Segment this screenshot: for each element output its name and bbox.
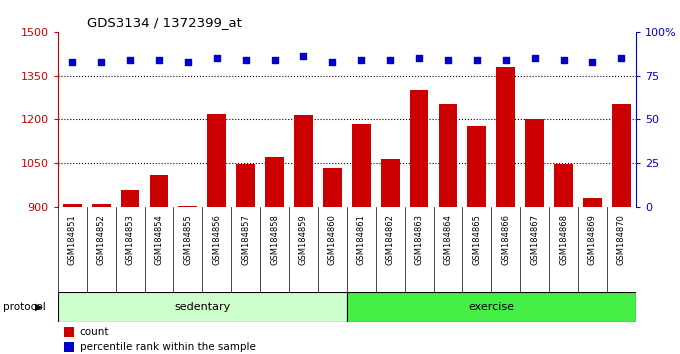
Text: GSM184853: GSM184853 (126, 214, 135, 265)
Text: GSM184856: GSM184856 (212, 214, 221, 265)
Bar (554, 164, 573, 207)
Point (67, 59, 78, 64)
Bar (150, 175, 169, 207)
Text: exercise: exercise (469, 302, 514, 312)
Text: GSM184870: GSM184870 (617, 214, 626, 265)
Bar (467, 126, 486, 207)
Text: GSM184857: GSM184857 (241, 214, 250, 265)
Bar (583, 198, 602, 207)
Point (413, 55, 424, 61)
Bar (207, 114, 226, 207)
Text: sedentary: sedentary (174, 302, 231, 312)
Point (269, 57, 280, 63)
Point (500, 57, 511, 63)
Text: GSM184863: GSM184863 (415, 214, 424, 265)
Point (96, 59, 107, 64)
Bar (352, 125, 371, 207)
Text: GSM184854: GSM184854 (154, 214, 163, 265)
Text: GSM184865: GSM184865 (473, 214, 481, 265)
Text: GSM184861: GSM184861 (357, 214, 366, 265)
Point (471, 57, 482, 63)
Bar (63, 204, 82, 207)
Text: GSM184851: GSM184851 (68, 214, 77, 265)
Bar (236, 164, 255, 207)
Point (211, 55, 222, 61)
Bar (64, 327, 74, 337)
Text: percentile rank within the sample: percentile rank within the sample (80, 342, 256, 352)
Text: GSM184866: GSM184866 (501, 214, 510, 265)
Text: count: count (80, 327, 109, 337)
Text: GSM184867: GSM184867 (530, 214, 539, 265)
Bar (178, 206, 197, 207)
Text: GSM184860: GSM184860 (328, 214, 337, 265)
Point (240, 57, 251, 63)
Point (182, 59, 193, 64)
Point (385, 57, 396, 63)
Text: GSM184869: GSM184869 (588, 214, 597, 265)
Point (327, 59, 338, 64)
Bar (409, 90, 428, 207)
Text: GSM184852: GSM184852 (97, 214, 105, 265)
Point (298, 53, 309, 59)
Bar (439, 104, 458, 207)
Text: ▶: ▶ (35, 302, 43, 312)
Text: GSM184858: GSM184858 (270, 214, 279, 265)
Text: GSM184862: GSM184862 (386, 214, 394, 265)
Text: GSM184864: GSM184864 (443, 214, 452, 265)
Bar (347, 292, 636, 322)
Bar (120, 190, 139, 207)
Bar (323, 168, 342, 207)
Bar (294, 115, 313, 207)
Text: GDS3134 / 1372399_at: GDS3134 / 1372399_at (87, 16, 241, 29)
Text: GSM184868: GSM184868 (559, 214, 568, 265)
Bar (496, 67, 515, 207)
Point (443, 57, 454, 63)
Point (154, 57, 165, 63)
Bar (525, 119, 544, 207)
Bar (92, 204, 111, 207)
Point (124, 57, 135, 63)
Text: protocol: protocol (3, 302, 46, 312)
Point (356, 57, 367, 63)
Text: GSM184859: GSM184859 (299, 214, 308, 265)
Bar (64, 342, 74, 352)
Point (558, 57, 569, 63)
Bar (381, 160, 400, 207)
Point (529, 55, 540, 61)
Bar (612, 104, 631, 207)
Bar (58, 292, 347, 322)
Point (587, 59, 598, 64)
Text: GSM184855: GSM184855 (184, 214, 192, 265)
Point (616, 55, 627, 61)
Bar (265, 158, 284, 207)
